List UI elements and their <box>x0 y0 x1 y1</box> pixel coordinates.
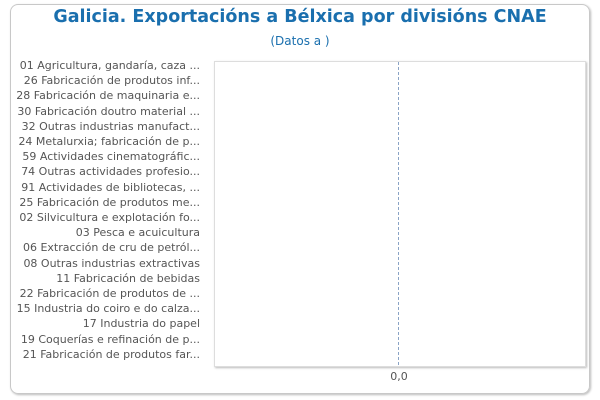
category-label: 21 Fabricación de produtos far... <box>22 347 200 361</box>
category-label: 32 Outras industrias manufact... <box>21 119 200 133</box>
category-label: 59 Actividades cinematográfic... <box>22 150 200 164</box>
x-tick-label: 0,0 <box>390 370 408 383</box>
category-label: 17 Industria do papel <box>82 317 200 331</box>
plot-area <box>214 61 586 367</box>
category-label: 25 Fabricación de produtos me... <box>19 195 200 209</box>
category-label: 02 Silvicultura e explotación fo... <box>19 211 200 224</box>
chart-title: Galicia. Exportacións a Bélxica por divi… <box>53 7 547 27</box>
chart-subtitle: (Datos a ) <box>270 34 330 48</box>
category-label: 28 Fabricación de maquinaria e... <box>16 89 200 103</box>
chart-frame <box>10 4 590 394</box>
category-label: 06 Extracción de cru de petról... <box>22 241 200 255</box>
category-label: 19 Coquerías e refinación de p... <box>20 332 200 346</box>
category-label: 24 Metalurxia; fabricación de p... <box>18 135 200 148</box>
category-label: 11 Fabricación de bebidas <box>56 271 200 285</box>
category-label: 74 Outras actividades profesio... <box>21 165 200 179</box>
category-label: 01 Agricultura, gandaría, caza ... <box>19 59 200 72</box>
category-label: 22 Fabricación de produtos de ... <box>19 287 200 300</box>
category-label: 03 Pesca e acuicultura <box>75 226 200 240</box>
category-label: 08 Outras industrias extractivas <box>23 256 200 270</box>
category-label: 15 Industria do coiro e do calza... <box>16 302 200 316</box>
category-label: 26 Fabricación de produtos inf... <box>23 74 200 88</box>
category-label: 91 Actividades de bibliotecas, ... <box>21 180 200 194</box>
zero-line <box>398 62 399 365</box>
category-label: 30 Fabricación doutro material ... <box>17 104 200 118</box>
